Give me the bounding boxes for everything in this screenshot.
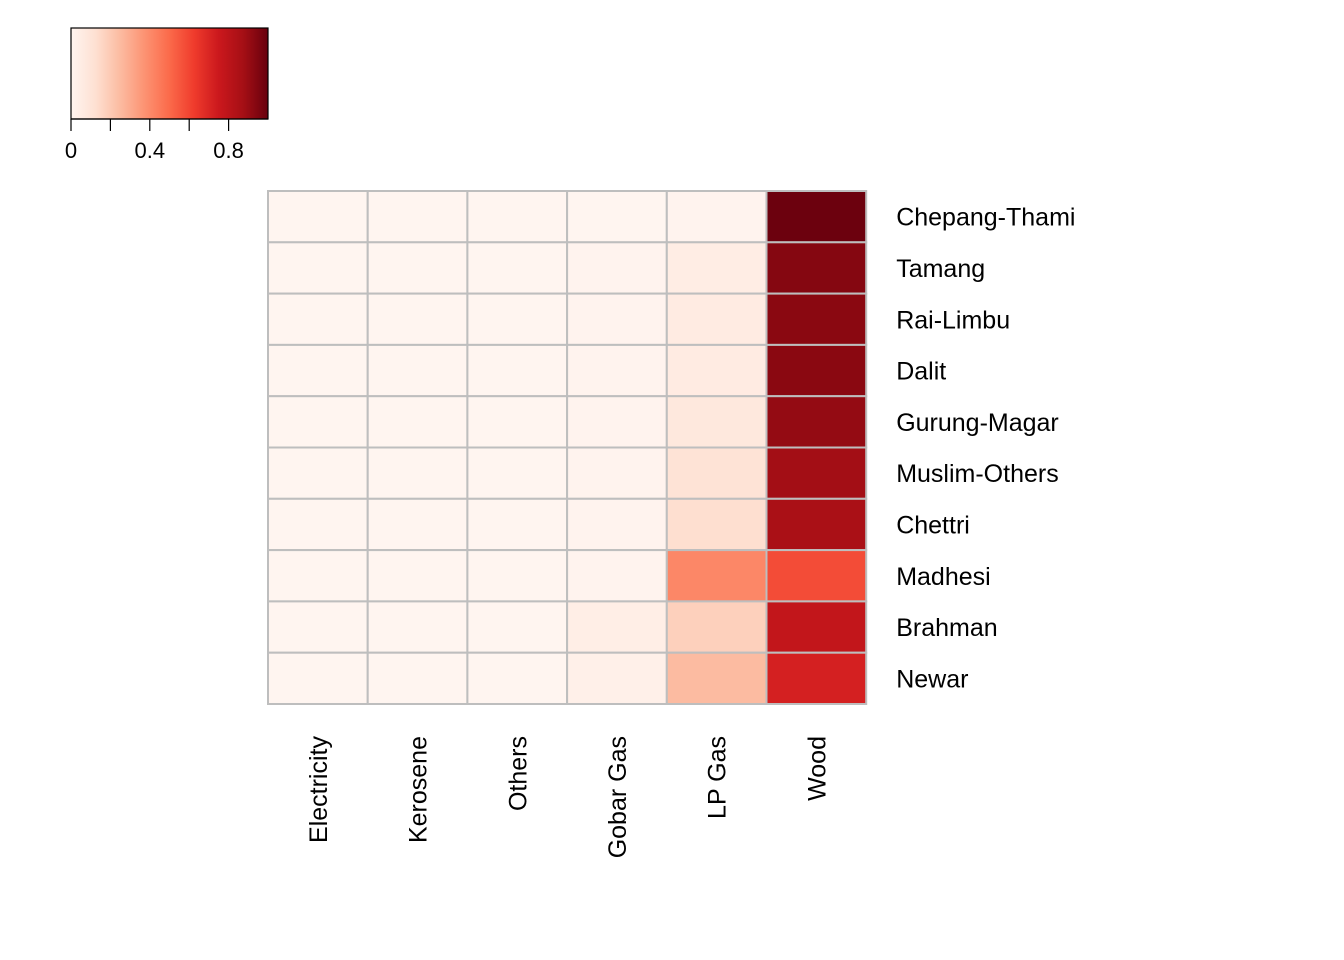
color-legend: 0 0.4 0.8: [65, 27, 269, 163]
heatmap-cell: [366, 343, 469, 398]
heatmap-cell: [267, 292, 369, 346]
heatmap-cell: [466, 395, 569, 449]
heatmap-cell: [566, 395, 668, 449]
heatmap-cell: [765, 446, 868, 500]
heatmap-cell: [765, 497, 868, 552]
heatmap-cell: [267, 190, 369, 244]
row-label: Rai-Limbu: [896, 306, 1010, 334]
heatmap-cell: [267, 343, 369, 398]
heatmap-cell: [466, 600, 569, 654]
heatmap-cell: [665, 292, 768, 346]
heatmap-cell: [466, 343, 569, 398]
heatmap-cell: [267, 549, 369, 603]
heatmap-cell: [566, 446, 668, 500]
column-label: Wood: [803, 736, 831, 801]
heatmap-cell: [665, 241, 768, 295]
heatmap-cell: [466, 497, 569, 552]
heatmap-cell: [566, 343, 668, 398]
column-label: Kerosene: [405, 736, 433, 843]
heatmap-cell: [665, 395, 768, 449]
heatmap-cell: [267, 241, 369, 295]
row-label: Chepang-Thami: [896, 204, 1075, 232]
heatmap-cell: [566, 549, 668, 603]
row-label: Tamang: [896, 255, 985, 283]
column-labels: Electricity Kerosene Others Gobar Gas LP Gas…: [305, 736, 831, 859]
heatmap-cell: [665, 190, 768, 244]
heatmap-cell: [466, 292, 569, 346]
heatmap-cell: [267, 600, 369, 654]
heatmap-cell: [466, 190, 569, 244]
heatmap-cell: [665, 600, 768, 654]
heatmap-cell: [267, 446, 369, 500]
row-label: Madhesi: [896, 563, 991, 591]
row-label: Newar: [896, 665, 968, 693]
heatmap-cell: [765, 241, 868, 295]
heatmap-cell: [267, 497, 369, 552]
heatmap-cell: [765, 190, 868, 244]
heatmap-cell: [366, 446, 469, 500]
column-label: Electricity: [305, 736, 333, 843]
heatmap-cells: [267, 190, 868, 706]
heatmap-cell: [665, 651, 768, 706]
heatmap-cell: [267, 651, 369, 706]
column-label: Gobar Gas: [604, 736, 632, 858]
row-label: Gurung-Magar: [896, 409, 1059, 437]
heatmap-cell: [566, 651, 668, 706]
heatmap-cell: [566, 497, 668, 552]
heatmap-cell: [566, 190, 668, 244]
heatmap-cell: [466, 241, 569, 295]
heatmap-cell: [366, 600, 469, 654]
heatmap-cell: [665, 497, 768, 552]
heatmap-cell: [665, 446, 768, 500]
heatmap-cell: [466, 651, 569, 706]
heatmap-cell: [566, 241, 668, 295]
heatmap-cell: [366, 190, 469, 244]
row-labels: Chepang-Thami Tamang Rai-Limbu Dalit Gurung-…: [896, 204, 1075, 694]
row-label: Chettri: [896, 511, 970, 539]
heatmap-cell: [765, 600, 868, 654]
heatmap-cell: [366, 395, 469, 449]
column-label: Others: [504, 736, 532, 811]
legend-tick-label: 0.4: [135, 138, 166, 163]
row-label: Brahman: [896, 614, 997, 642]
heatmap-cell: [665, 343, 768, 398]
heatmap-cell: [466, 549, 569, 603]
heatmap-cell: [765, 651, 868, 706]
heatmap-cell: [466, 446, 569, 500]
legend-color-bar: [70, 27, 269, 120]
heatmap-cell: [765, 343, 868, 398]
column-label: LP Gas: [704, 736, 732, 819]
heatmap-cell: [366, 549, 469, 603]
row-label: Muslim-Others: [896, 460, 1059, 488]
heatmap-cell: [366, 497, 469, 552]
legend-tick-label: 0: [65, 138, 77, 163]
heatmap-cell: [665, 549, 768, 603]
heatmap-cell: [366, 292, 469, 346]
heatmap-cell: [366, 241, 469, 295]
heatmap-cell: [366, 651, 469, 706]
heatmap-cell: [566, 600, 668, 654]
legend-tick-label: 0.8: [213, 138, 244, 163]
heatmap-cell: [765, 292, 868, 346]
row-label: Dalit: [896, 358, 946, 386]
heatmap-cell: [765, 395, 868, 449]
heatmap-cell: [267, 395, 369, 449]
heatmap-cell: [765, 549, 868, 603]
heatmap-cell: [566, 292, 668, 346]
